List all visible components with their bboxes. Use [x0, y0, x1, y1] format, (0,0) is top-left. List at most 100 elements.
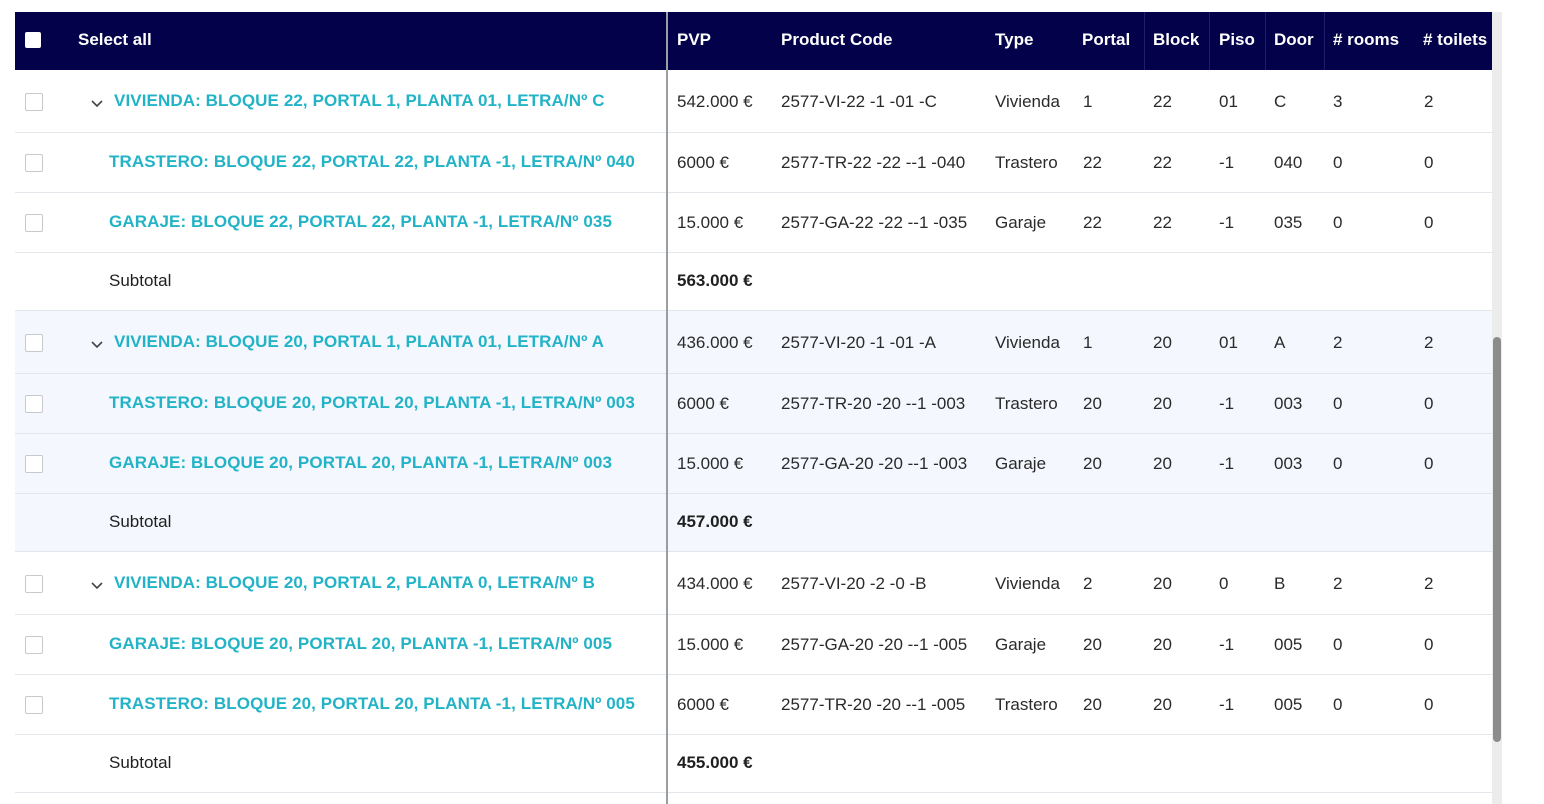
toilets-cell: 0 — [1424, 635, 1434, 654]
product-code-cell: 2577-GA-20 -20 --1 -003 — [781, 454, 968, 473]
rooms-cell: 0 — [1333, 394, 1343, 413]
product-code-cell: 2577-GA-22 -22 --1 -035 — [781, 213, 968, 232]
scrollbar-thumb[interactable] — [1493, 337, 1501, 742]
group-row: VIVIENDA: BLOQUE 22, PORTAL 1, PLANTA 01… — [15, 70, 1492, 133]
subtotal-row: Subtotal 457.000 € — [15, 494, 1492, 552]
row-checkbox[interactable] — [25, 154, 43, 172]
column-separator[interactable] — [1209, 12, 1210, 70]
toilets-cell: 0 — [1424, 394, 1434, 413]
product-code-cell: 2577-VI-22 -1 -01 -C — [781, 92, 937, 111]
type-cell: Trastero — [995, 153, 1058, 172]
door-cell: 035 — [1274, 213, 1303, 232]
chevron-down-icon[interactable] — [89, 96, 105, 112]
column-separator[interactable] — [1265, 12, 1266, 70]
product-code-cell: 2577-TR-20 -20 --1 -003 — [781, 394, 966, 413]
data-grid: Select all PVP Product Code Type Portal … — [15, 12, 1492, 804]
type-cell: Garaje — [995, 635, 1047, 654]
select-all-checkbox[interactable] — [25, 32, 41, 48]
product-name-link[interactable]: TRASTERO: BLOQUE 20, PORTAL 20, PLANTA -… — [109, 393, 635, 412]
portal-cell: 20 — [1083, 635, 1102, 654]
column-header-rooms[interactable]: # rooms — [1333, 30, 1400, 49]
grid-header: Select all PVP Product Code Type Portal … — [15, 12, 1492, 70]
portal-cell: 22 — [1083, 153, 1102, 172]
subtotal-value: 457.000 € — [677, 512, 753, 531]
pvp-cell: 6000 € — [677, 153, 729, 172]
product-code-cell: 2577-GA-20 -20 --1 -005 — [781, 635, 968, 654]
door-cell: 005 — [1274, 695, 1303, 714]
chevron-down-icon[interactable] — [89, 578, 105, 594]
portal-cell: 22 — [1083, 213, 1102, 232]
block-cell: 22 — [1153, 92, 1172, 111]
pvp-cell: 542.000 € — [677, 92, 753, 111]
column-header-toilets[interactable]: # toilets — [1423, 30, 1488, 49]
column-header-piso[interactable]: Piso — [1219, 30, 1255, 49]
piso-cell: -1 — [1219, 213, 1235, 232]
subtotal-value: 563.000 € — [677, 271, 753, 290]
toilets-cell: 0 — [1424, 213, 1434, 232]
rooms-cell: 0 — [1333, 635, 1343, 654]
product-code-cell: 2577-TR-20 -20 --1 -005 — [781, 695, 966, 714]
door-cell: A — [1274, 333, 1286, 352]
block-cell: 22 — [1153, 153, 1172, 172]
block-cell: 20 — [1153, 394, 1172, 413]
chevron-down-icon[interactable] — [89, 337, 105, 353]
pvp-cell: 15.000 € — [677, 213, 744, 232]
row-checkbox[interactable] — [25, 696, 43, 714]
column-header-door[interactable]: Door — [1274, 30, 1314, 49]
child-row: TRASTERO: BLOQUE 22, PORTAL 22, PLANTA -… — [15, 133, 1492, 193]
subtotal-row: Subtotal 563.000 € — [15, 253, 1492, 311]
type-cell: Vivienda — [995, 333, 1060, 352]
pinned-column-divider[interactable] — [666, 12, 668, 804]
column-header-pvp[interactable]: PVP — [677, 30, 712, 49]
subtotal-label: Subtotal — [109, 271, 172, 290]
column-separator[interactable] — [1144, 12, 1145, 70]
pvp-cell: 6000 € — [677, 394, 729, 413]
row-checkbox[interactable] — [25, 93, 43, 111]
toilets-cell: 0 — [1424, 454, 1434, 473]
product-name-link[interactable]: TRASTERO: BLOQUE 22, PORTAL 22, PLANTA -… — [109, 152, 635, 171]
group-row: VIVIENDA: BLOQUE 20, PORTAL 1, PLANTA 01… — [15, 311, 1492, 374]
piso-cell: 01 — [1219, 92, 1238, 111]
subtotal-label: Subtotal — [109, 512, 172, 531]
piso-cell: -1 — [1219, 153, 1235, 172]
group-row: VIVIENDA: BLOQUE 20, PORTAL 2, PLANTA 0,… — [15, 552, 1492, 615]
product-name-link[interactable]: TRASTERO: BLOQUE 20, PORTAL 20, PLANTA -… — [109, 694, 635, 713]
subtotal-label: Subtotal — [109, 753, 172, 772]
pvp-cell: 15.000 € — [677, 454, 744, 473]
door-cell: 003 — [1274, 394, 1303, 413]
child-row: GARAJE: BLOQUE 22, PORTAL 22, PLANTA -1,… — [15, 193, 1492, 253]
row-checkbox[interactable] — [25, 334, 43, 352]
product-name-link[interactable]: GARAJE: BLOQUE 20, PORTAL 20, PLANTA -1,… — [109, 453, 613, 472]
column-header-block[interactable]: Block — [1153, 30, 1200, 49]
row-checkbox[interactable] — [25, 214, 43, 232]
type-cell: Vivienda — [995, 574, 1060, 593]
column-separator[interactable] — [1324, 12, 1325, 70]
column-header-type[interactable]: Type — [995, 30, 1034, 49]
toilets-cell: 2 — [1424, 92, 1434, 111]
type-cell: Garaje — [995, 454, 1047, 473]
product-name-link[interactable]: GARAJE: BLOQUE 20, PORTAL 20, PLANTA -1,… — [109, 634, 613, 653]
rooms-cell: 3 — [1333, 92, 1343, 111]
type-cell: Vivienda — [995, 92, 1060, 111]
select-all-label[interactable]: Select all — [78, 30, 152, 49]
type-cell: Trastero — [995, 394, 1058, 413]
column-header-portal[interactable]: Portal — [1082, 30, 1131, 49]
product-name-link[interactable]: GARAJE: BLOQUE 22, PORTAL 22, PLANTA -1,… — [109, 212, 613, 231]
child-row: GARAJE: BLOQUE 20, PORTAL 20, PLANTA -1,… — [15, 434, 1492, 494]
row-checkbox[interactable] — [25, 575, 43, 593]
portal-cell: 20 — [1083, 454, 1102, 473]
block-cell: 20 — [1153, 454, 1172, 473]
row-checkbox[interactable] — [25, 455, 43, 473]
column-header-product-code[interactable]: Product Code — [781, 30, 893, 49]
product-code-cell: 2577-TR-22 -22 --1 -040 — [781, 153, 966, 172]
type-cell: Trastero — [995, 695, 1058, 714]
product-name-link[interactable]: VIVIENDA: BLOQUE 20, PORTAL 2, PLANTA 0,… — [114, 573, 596, 592]
block-cell: 20 — [1153, 695, 1172, 714]
rooms-cell: 0 — [1333, 153, 1343, 172]
product-name-link[interactable]: VIVIENDA: BLOQUE 22, PORTAL 1, PLANTA 01… — [114, 91, 605, 110]
product-name-link[interactable]: VIVIENDA: BLOQUE 20, PORTAL 1, PLANTA 01… — [114, 332, 604, 351]
row-checkbox[interactable] — [25, 395, 43, 413]
block-cell: 22 — [1153, 213, 1172, 232]
block-cell: 20 — [1153, 574, 1172, 593]
row-checkbox[interactable] — [25, 636, 43, 654]
